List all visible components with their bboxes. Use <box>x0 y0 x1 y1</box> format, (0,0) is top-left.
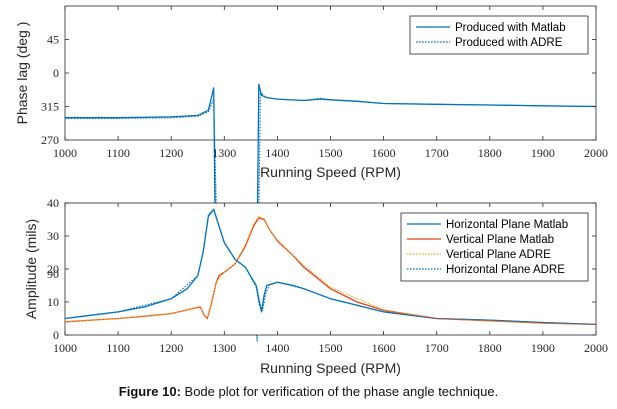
amplitude-plot: 1000 1100 1200 1300 1400 1500 1600 1700 1800 1900… <box>23 196 608 376</box>
x-tick-label: 1200 <box>159 146 183 160</box>
y-tick-label: 40 <box>47 196 59 210</box>
amplitude-series-group <box>64 208 597 326</box>
x-tick-label: 1600 <box>372 341 396 355</box>
legend-label-1: Vertical Plane Matlab <box>446 234 554 246</box>
x-tick-label: 1400 <box>265 146 289 160</box>
legend-label-1: Produced with ADRE <box>455 37 563 49</box>
x-tick-label: 1100 <box>106 341 130 355</box>
amplitude-ticks-group: 1000 1100 1200 1300 1400 1500 1600 1700 1800 1900… <box>47 196 608 355</box>
figure-caption: Figure 10: Bode plot for verification of… <box>0 384 617 399</box>
figure-caption-label: Figure 10: <box>118 384 181 399</box>
x-tick-label: 1300 <box>212 146 236 160</box>
y-tick-label: 0 <box>53 66 59 80</box>
phase-x-axis-label: Running Speed (RPM) <box>260 164 401 180</box>
x-tick-label: 1500 <box>319 146 343 160</box>
legend-label-2: Vertical Plane ADRE <box>446 249 551 261</box>
phase-legend: Produced with Matlab Produced with ADRE <box>409 15 589 55</box>
x-tick-label: 1100 <box>106 146 130 160</box>
y-tick-label: 10 <box>47 295 59 309</box>
series-line-2 <box>64 215 597 325</box>
phase-ticks-group: 1000 1100 1200 1300 1400 1500 1600 1700 1800 1900… <box>41 6 608 281</box>
x-tick-label: 1700 <box>425 341 449 355</box>
x-tick-label: 1800 <box>478 341 502 355</box>
x-tick-label: 1400 <box>265 341 289 355</box>
x-tick-label: 1200 <box>159 341 183 355</box>
x-tick-label: 1000 <box>53 146 77 160</box>
legend-box <box>409 15 589 55</box>
y-tick-label: 20 <box>47 262 59 276</box>
y-tick-label: 315 <box>41 100 59 114</box>
x-tick-label: 1600 <box>372 146 396 160</box>
x-tick-label: 1300 <box>212 341 236 355</box>
x-tick-label: 1000 <box>53 341 77 355</box>
legend-label-0: Produced with Matlab <box>455 22 566 34</box>
x-tick-label: 1700 <box>425 146 449 160</box>
phase-y-axis-label: Phase lag (deg ) <box>14 22 30 125</box>
y-tick-label: 270 <box>41 133 59 147</box>
legend-label-0: Horizontal Plane Matlab <box>446 219 568 231</box>
phase-plot: 1000 1100 1200 1300 1400 1500 1600 1700 1800 1900… <box>14 5 608 342</box>
figure-caption-text: Bode plot for verification of the phase … <box>180 384 499 399</box>
amplitude-x-axis-label: Running Speed (RPM) <box>260 360 401 376</box>
y-tick-label: 45 <box>47 33 59 47</box>
bode-plot-figure: 1000 1100 1200 1300 1400 1500 1600 1700 1800 1900… <box>14 5 608 376</box>
amplitude-y-axis-label: Amplitude (mils) <box>23 219 39 319</box>
x-tick-label: 1800 <box>478 146 502 160</box>
series-line-3 <box>64 208 597 325</box>
y-tick-label: 30 <box>47 229 59 243</box>
x-tick-label: 1500 <box>319 341 343 355</box>
x-tick-label: 2000 <box>584 146 608 160</box>
legend-label-3: Horizontal Plane ADRE <box>446 264 565 276</box>
y-tick-label: 0 <box>53 328 59 342</box>
y-tick-label: 90 <box>47 267 59 281</box>
x-tick-label: 1900 <box>531 341 555 355</box>
amplitude-legend: Horizontal Plane Matlab Vertical Plane Ma… <box>400 212 589 282</box>
x-tick-label: 1900 <box>531 146 555 160</box>
x-tick-label: 2000 <box>584 341 608 355</box>
